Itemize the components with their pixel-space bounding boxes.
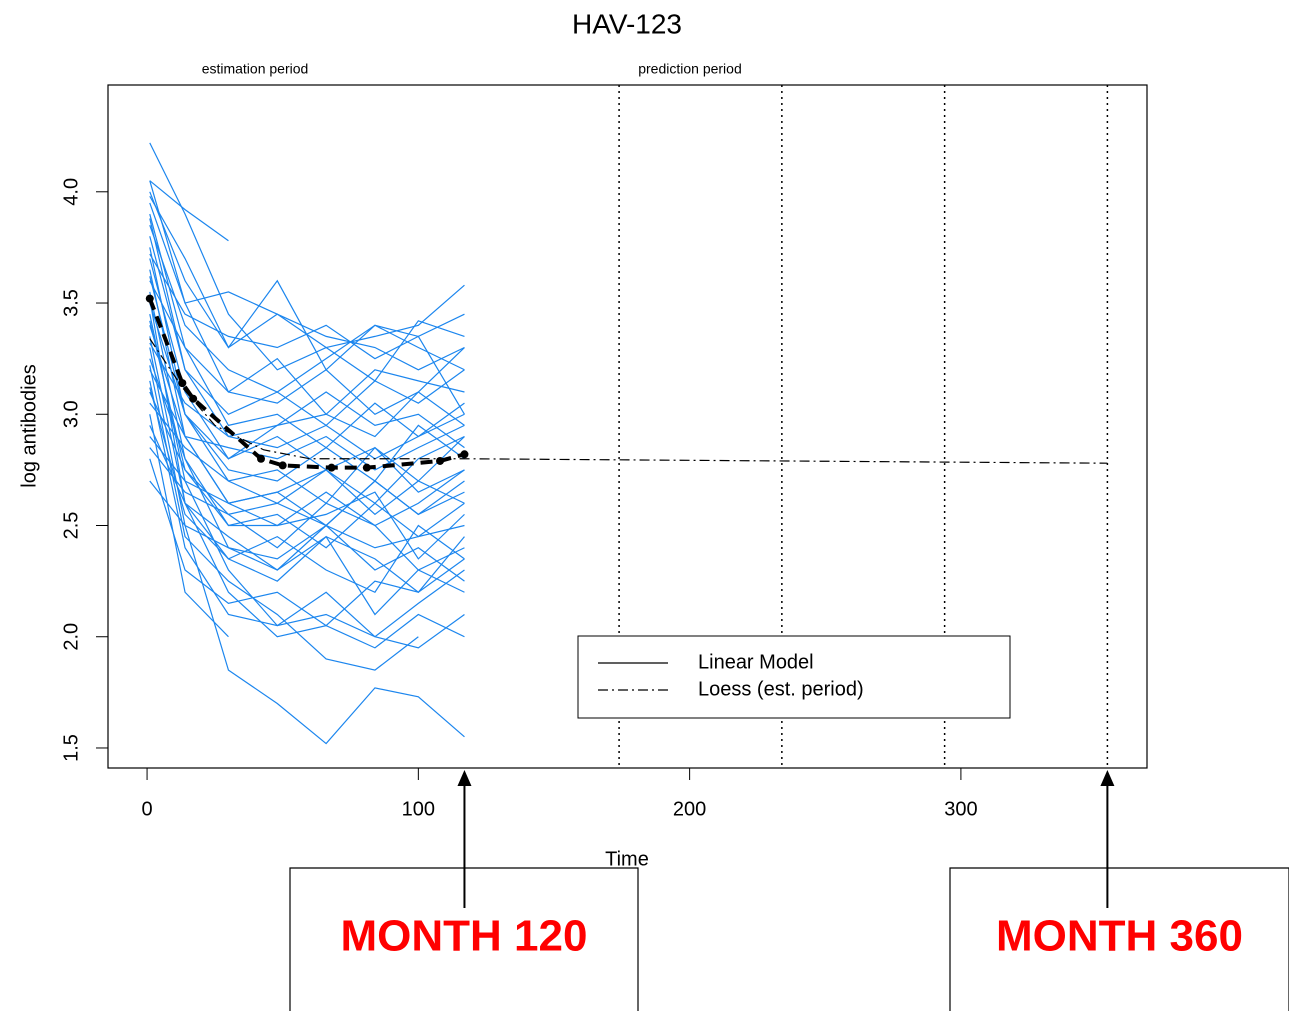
summary-point — [178, 379, 187, 388]
summary-point — [436, 456, 445, 465]
summary-point — [278, 461, 287, 470]
subject-line — [149, 369, 465, 471]
summary-point — [145, 294, 154, 303]
summary-point — [362, 463, 371, 472]
x-axis-label: Time — [605, 848, 649, 870]
summary-point — [327, 463, 336, 472]
period-label: prediction period — [638, 61, 742, 77]
x-tick-label: 300 — [944, 798, 977, 820]
subject-line — [149, 191, 465, 382]
subject-line — [149, 336, 465, 649]
y-tick-label: 2.5 — [60, 512, 82, 540]
label-box — [949, 867, 1289, 1011]
summary-point — [189, 394, 198, 403]
y-tick-label: 3.0 — [60, 400, 82, 428]
subject-line — [149, 358, 465, 549]
subject-line — [149, 236, 465, 460]
y-axis-label: log antibodies — [18, 364, 40, 487]
summary-line — [149, 338, 1108, 464]
legend-box — [577, 635, 1011, 719]
subject-line — [149, 347, 465, 745]
subject-line — [149, 387, 465, 616]
period-label: estimation period — [202, 61, 309, 77]
label-box — [289, 867, 639, 1011]
subject-line — [149, 365, 419, 671]
subject-line — [149, 142, 465, 371]
subject-line — [149, 298, 465, 594]
x-tick-label: 100 — [402, 798, 435, 820]
subject-line — [149, 253, 465, 415]
subject-line — [149, 280, 465, 416]
summary-point — [257, 454, 266, 463]
legend-label: Linear Model — [698, 651, 814, 673]
subject-line — [149, 391, 465, 571]
arrow-head — [457, 770, 472, 786]
y-tick-label: 3.5 — [60, 289, 82, 317]
subject-line — [149, 291, 465, 571]
subject-line — [149, 447, 465, 527]
subject-line — [149, 380, 465, 649]
month-label: MONTH 120 — [341, 912, 588, 961]
subject-line — [149, 180, 465, 371]
arrow-head — [1100, 770, 1115, 786]
y-tick-label: 2.0 — [60, 623, 82, 651]
y-tick-label: 1.5 — [60, 734, 82, 762]
x-tick-label: 0 — [142, 798, 153, 820]
subject-line — [149, 180, 229, 242]
subject-line — [149, 402, 465, 505]
subject-line — [149, 414, 229, 638]
summary-point — [460, 450, 469, 459]
subject-line — [149, 458, 465, 627]
legend-label: Loess (est. period) — [698, 678, 864, 700]
month-label: MONTH 360 — [996, 912, 1243, 961]
subject-line — [149, 320, 465, 560]
subject-line — [149, 342, 465, 438]
subject-line — [149, 195, 465, 371]
subject-line — [149, 302, 465, 482]
summary-line — [147, 297, 465, 470]
subject-line — [149, 325, 465, 527]
subject-line — [149, 314, 465, 638]
chart-title: HAV-123 — [572, 8, 682, 39]
subject-line — [149, 480, 465, 582]
y-tick-label: 4.0 — [60, 178, 82, 206]
subject-line — [149, 213, 465, 449]
x-tick-label: 200 — [673, 798, 706, 820]
subject-line — [149, 276, 465, 505]
subject-line — [149, 436, 465, 516]
subject-line — [149, 224, 465, 393]
